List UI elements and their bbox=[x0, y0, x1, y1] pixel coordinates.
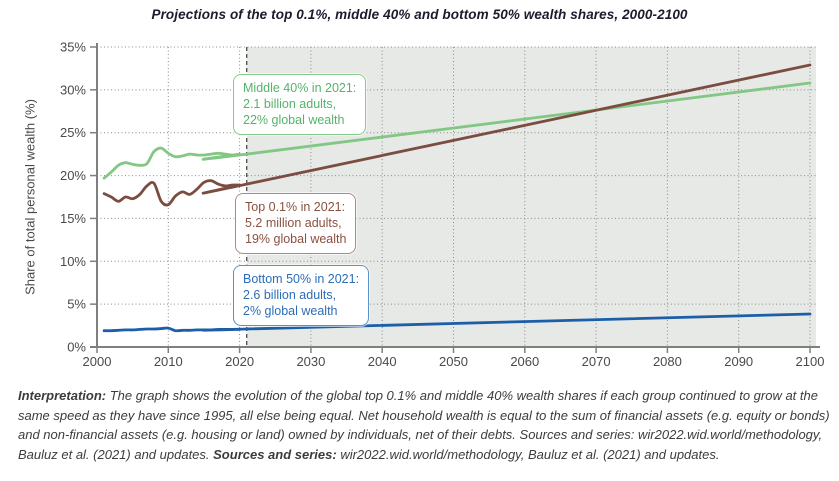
interpretation-body-2: wir2022.wid.world/methodology, Bauluz et… bbox=[336, 446, 720, 462]
series-line-middle-40- bbox=[102, 81, 812, 180]
x-tick-label: 2070 bbox=[582, 354, 611, 369]
x-tick-label: 2010 bbox=[154, 354, 183, 369]
callout-line: 2.6 billion adults, bbox=[243, 288, 337, 302]
x-tick-label: 2090 bbox=[724, 354, 753, 369]
callout-line: Top 0.1% in 2021: bbox=[245, 200, 346, 214]
callout-top-01: Top 0.1% in 2021: 5.2 million adults, 19… bbox=[235, 193, 357, 254]
series-line-bottom-50- bbox=[102, 312, 812, 333]
y-tick-label: 0% bbox=[67, 340, 86, 355]
x-tick-label: 2040 bbox=[368, 354, 397, 369]
x-tick-labels: 2000 2010 2020 2030 2040 2050 2060 2070 … bbox=[83, 354, 825, 369]
callout-line: 19% global wealth bbox=[245, 232, 347, 246]
callout-bottom-50: Bottom 50% in 2021: 2.6 billion adults, … bbox=[233, 265, 370, 326]
interpretation-label: Interpretation: bbox=[18, 388, 107, 403]
callout-line: 5.2 million adults, bbox=[245, 216, 342, 230]
y-tick-label: 5% bbox=[67, 297, 86, 312]
figure-title: Projections of the top 0.1%, middle 40% … bbox=[151, 7, 688, 22]
x-tick-label: 2060 bbox=[510, 354, 539, 369]
plot-svg: 0% 5% 10% 15% 20% 25% 30% 35% 2000 2010 … bbox=[60, 40, 825, 370]
axes bbox=[90, 43, 820, 353]
y-tick-label: 10% bbox=[60, 254, 86, 269]
x-tick-label: 2080 bbox=[653, 354, 682, 369]
y-tick-label: 35% bbox=[60, 40, 86, 55]
interpretation-body-1: The graph shows the evolution of the glo… bbox=[18, 388, 830, 462]
sources-label: Sources and series: bbox=[213, 446, 337, 462]
interpretation-text: Interpretation: The graph shows the evol… bbox=[18, 386, 830, 464]
x-tick-label: 2030 bbox=[296, 354, 325, 369]
callout-line: Middle 40% in 2021: bbox=[243, 81, 357, 95]
callout-middle-40: Middle 40% in 2021: 2.1 billion adults, … bbox=[233, 74, 367, 135]
y-tick-label: 30% bbox=[60, 82, 86, 97]
series-line-top-0-1- bbox=[102, 63, 812, 207]
callout-line: 2.1 billion adults, bbox=[243, 97, 337, 111]
series-lines bbox=[102, 63, 812, 333]
callout-line: 2% global wealth bbox=[243, 304, 338, 318]
x-tick-label: 2050 bbox=[439, 354, 468, 369]
callout-line: Bottom 50% in 2021: bbox=[243, 272, 360, 286]
callout-line: 22% global wealth bbox=[243, 113, 345, 127]
x-tick-label: 2000 bbox=[83, 354, 112, 369]
y-tick-label: 20% bbox=[60, 168, 86, 183]
x-tick-label: 2100 bbox=[796, 354, 825, 369]
x-tick-label: 2020 bbox=[225, 354, 254, 369]
y-tick-labels: 0% 5% 10% 15% 20% 25% 30% 35% bbox=[60, 40, 86, 355]
y-tick-label: 25% bbox=[60, 125, 86, 140]
y-tick-label: 15% bbox=[60, 211, 86, 226]
